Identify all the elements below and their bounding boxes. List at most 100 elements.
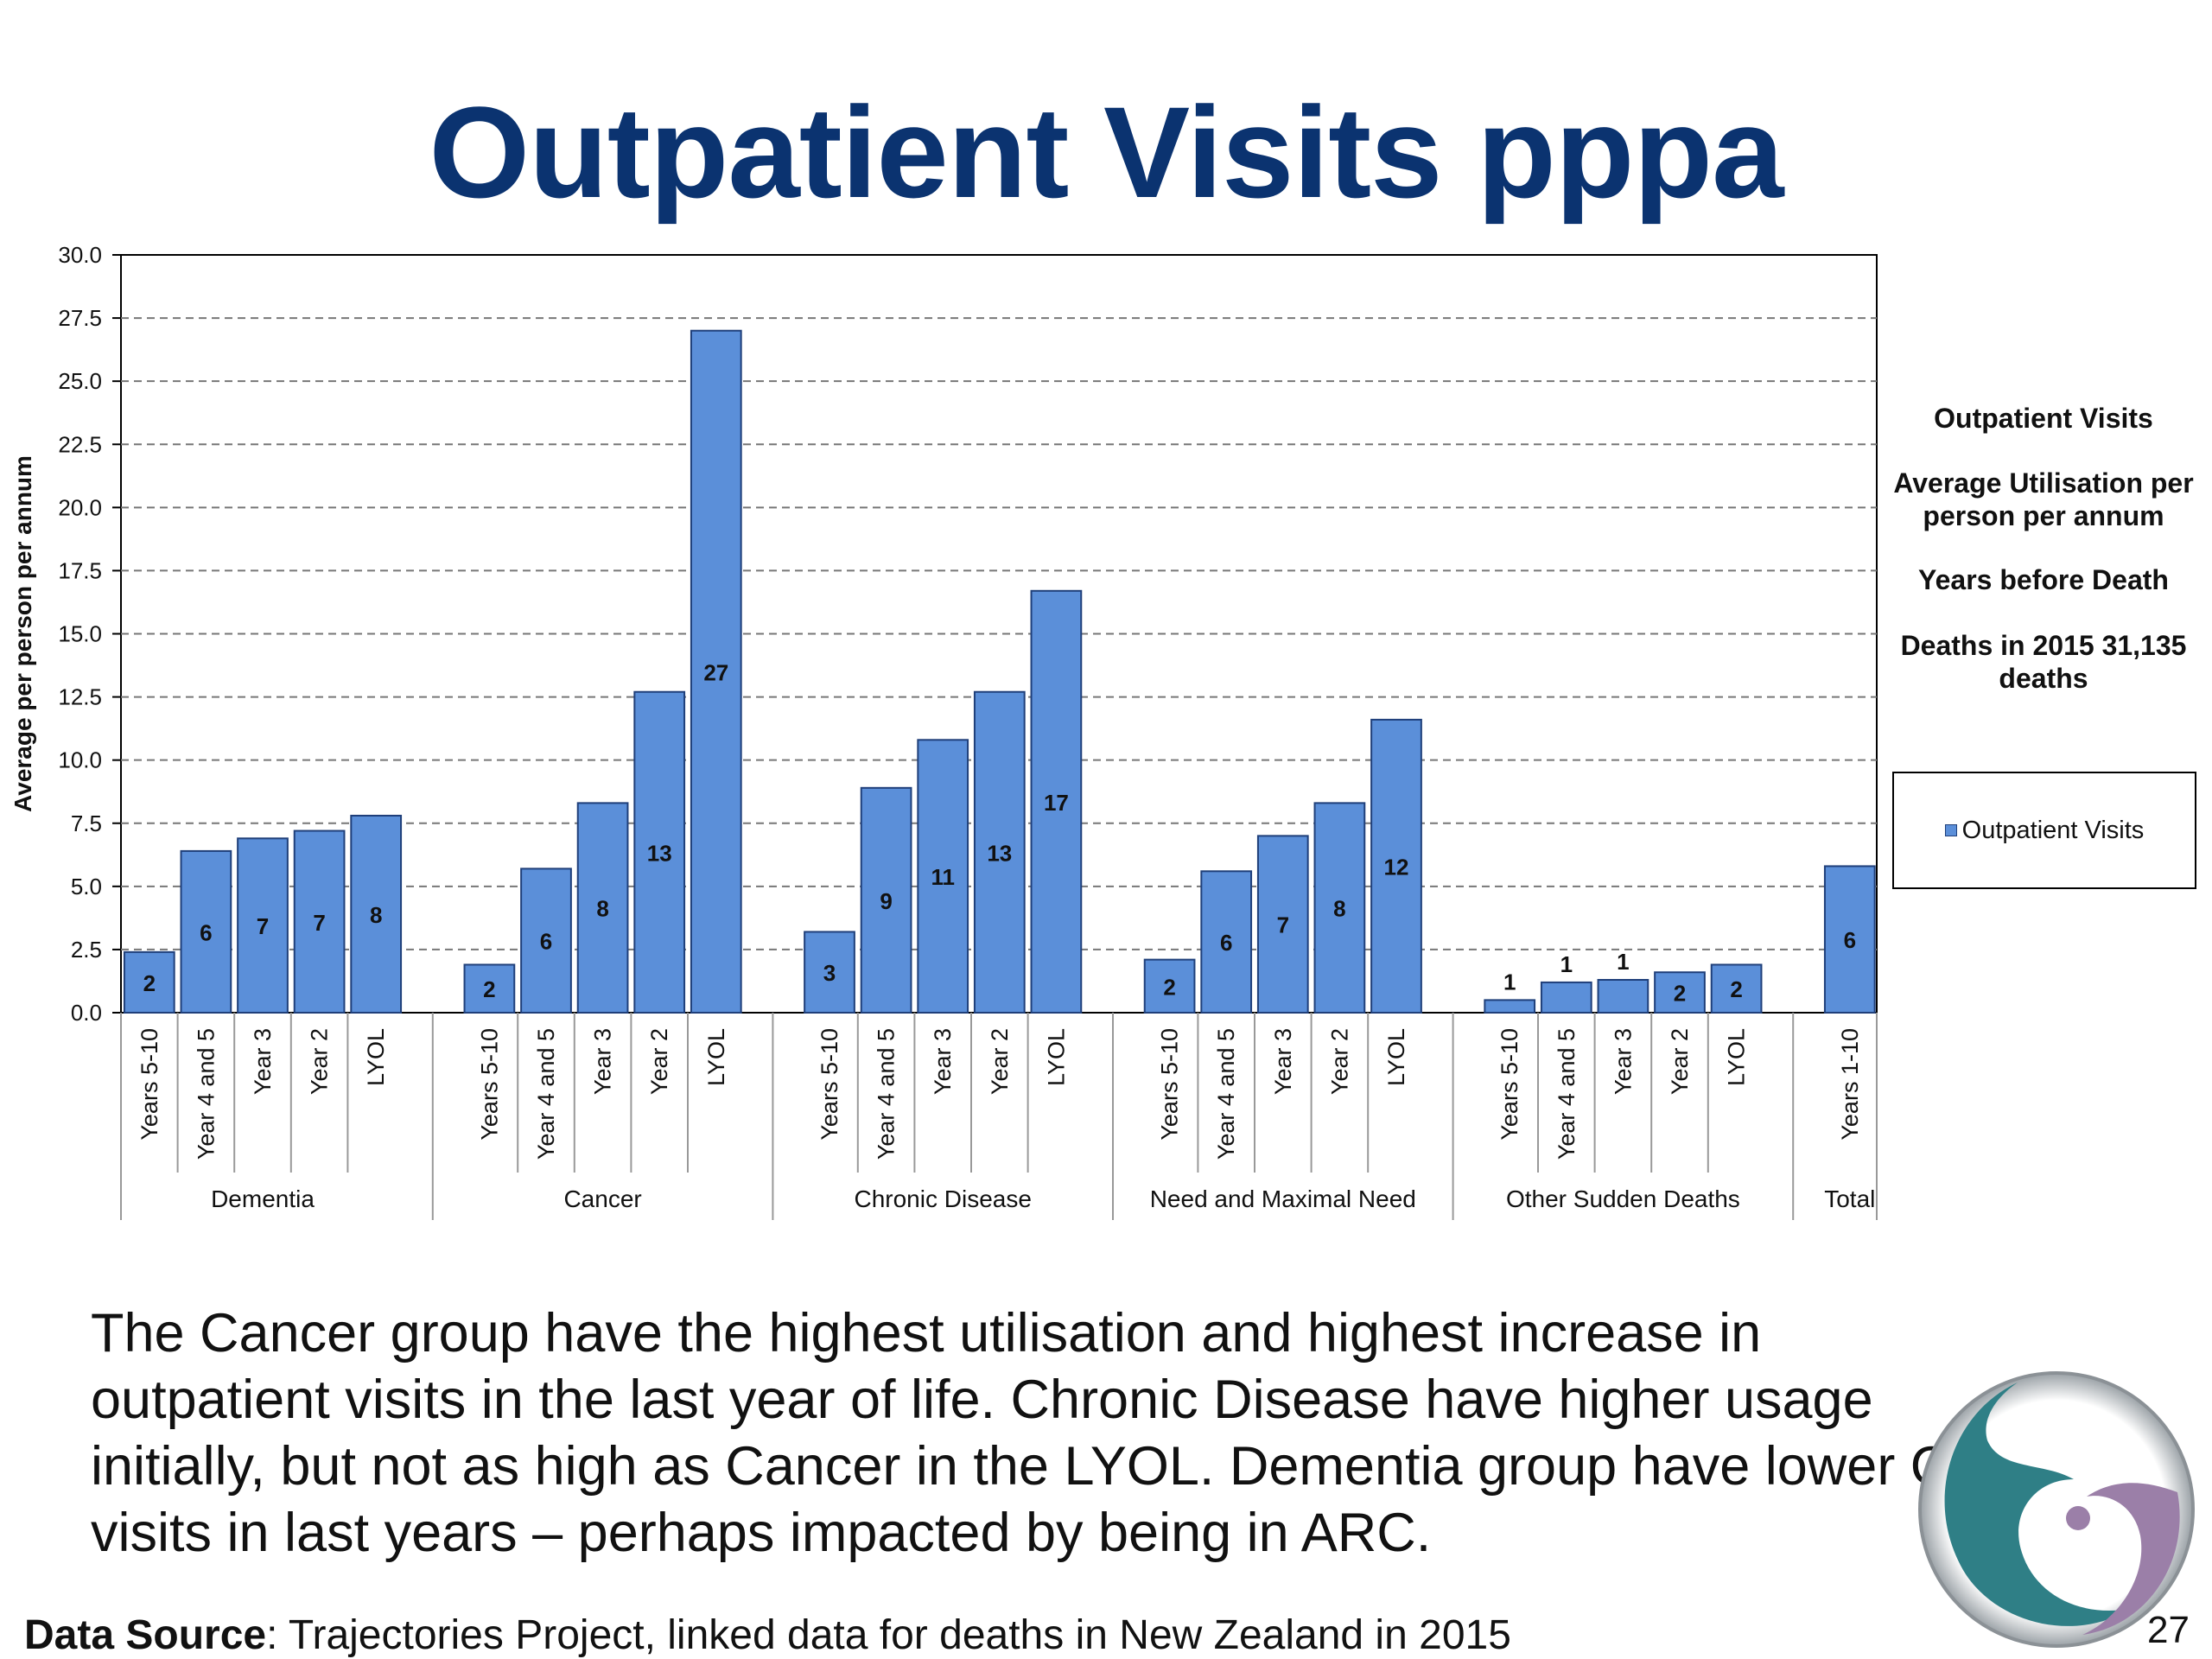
data-label: 8	[596, 896, 608, 922]
group-label: Need and Maximal Need	[1150, 1185, 1416, 1212]
side-note-utilisation: Average Utilisation per person per annum	[1893, 467, 2194, 531]
y-axis-label: Average per person per annum	[10, 455, 36, 812]
category-label: Year 4 and 5	[874, 1028, 899, 1160]
page-number: 27	[2147, 1609, 2190, 1651]
side-note-deaths: Deaths in 2015 31,135 deaths	[1900, 630, 2187, 694]
category-label: Years 5-10	[817, 1028, 842, 1141]
category-label: Year 2	[1667, 1028, 1693, 1095]
category-label: LYOL	[1383, 1028, 1409, 1086]
category-label: LYOL	[703, 1028, 729, 1086]
data-label: 11	[931, 864, 955, 890]
bar	[804, 931, 855, 1014]
category-label: Year 2	[987, 1028, 1013, 1095]
data-label: 8	[370, 902, 382, 928]
group-label: Total	[1824, 1185, 1875, 1212]
y-tick-label: 17.5	[58, 557, 102, 583]
bar	[350, 814, 403, 1014]
y-tick-label: 30.0	[58, 242, 102, 268]
group-label: Cancer	[563, 1185, 641, 1212]
data-source-text: : Trajectories Project, linked data for …	[266, 1612, 1511, 1658]
chart-legend: Outpatient Visits	[1892, 772, 2196, 889]
data-label: 7	[313, 910, 325, 936]
data-label: 6	[200, 919, 212, 945]
data-label: 13	[647, 840, 672, 866]
bar-chart: 0.0 2.5 5.0 7.5 10.0 12.5 15.0 17.5 20.0 22.5 25.0…	[10, 242, 1878, 1220]
y-tick-label: 15.0	[58, 621, 102, 647]
bar	[293, 830, 346, 1014]
bar	[123, 950, 175, 1014]
category-label: LYOL	[1043, 1028, 1069, 1086]
bar	[633, 690, 686, 1014]
y-tick-label: 25.0	[58, 368, 102, 394]
data-label: 2	[143, 970, 156, 996]
bar	[1256, 835, 1309, 1014]
bar	[1823, 865, 1876, 1014]
data-label: 1	[1560, 951, 1573, 977]
group-label: Chronic Disease	[854, 1185, 1031, 1212]
category-label: Years 1-10	[1837, 1028, 1863, 1141]
data-label: 2	[1730, 976, 1742, 1002]
category-label: Years 5-10	[1497, 1028, 1522, 1141]
category-label: Year 3	[1270, 1028, 1296, 1095]
data-label: 9	[880, 888, 892, 914]
data-label: 7	[1277, 912, 1289, 938]
data-label: 1	[1503, 969, 1516, 995]
category-label: Years 5-10	[137, 1028, 162, 1141]
data-source-label: Data Source	[24, 1612, 267, 1658]
y-tick-label: 12.5	[58, 684, 102, 710]
bar	[917, 739, 969, 1014]
group-label: Dementia	[211, 1185, 315, 1212]
category-label: LYOL	[1724, 1028, 1750, 1086]
category-label: Year 2	[1326, 1028, 1352, 1095]
y-tick-label: 0.0	[71, 1000, 102, 1026]
side-note-title: Outpatient Visits	[1934, 403, 2153, 434]
category-label: Year 3	[930, 1028, 956, 1095]
data-label: 6	[1220, 930, 1232, 956]
bar	[1654, 971, 1706, 1014]
bar	[1030, 589, 1083, 1014]
summary-text: The Cancer group have the highest utilis…	[91, 1303, 1988, 1563]
bar	[1484, 999, 1536, 1014]
category-label: Years 5-10	[1157, 1028, 1183, 1141]
legend-label: Outpatient Visits	[1961, 816, 2145, 844]
bar	[180, 849, 232, 1014]
data-label: 1	[1617, 949, 1629, 975]
bar	[1143, 958, 1196, 1014]
bar	[860, 786, 912, 1014]
data-label: 13	[987, 840, 1012, 866]
bar	[1313, 802, 1366, 1014]
data-label: 6	[1844, 927, 1856, 953]
legend-swatch	[1944, 824, 1957, 836]
bar	[1540, 981, 1592, 1014]
data-label: 2	[483, 976, 495, 1002]
data-label: 7	[257, 913, 269, 939]
data-label: 12	[1384, 854, 1409, 880]
y-tick-label: 7.5	[71, 810, 102, 836]
data-label: 6	[540, 929, 552, 955]
data-label: 3	[823, 960, 836, 986]
data-label: 27	[703, 659, 728, 685]
slide-title: Outpatient Visits pppa	[429, 79, 1783, 225]
data-source: Data Source: Trajectories Project, linke…	[24, 1611, 1511, 1659]
y-tick-label: 20.0	[58, 494, 102, 520]
bar	[576, 802, 629, 1014]
bar	[1370, 718, 1422, 1014]
y-tick-label: 27.5	[58, 305, 102, 331]
y-tick-label: 10.0	[58, 747, 102, 773]
category-label: Year 3	[590, 1028, 616, 1095]
category-label: Year 4 and 5	[533, 1028, 559, 1160]
category-label: Year 4 and 5	[1213, 1028, 1239, 1160]
category-label: Year 4 and 5	[1554, 1028, 1580, 1160]
category-label: Years 5-10	[476, 1028, 502, 1141]
data-label: 2	[1163, 974, 1175, 1000]
category-label: Year 3	[1610, 1028, 1636, 1095]
bar	[520, 868, 572, 1014]
category-label: Year 2	[307, 1028, 333, 1095]
bar	[463, 963, 516, 1014]
group-label: Other Sudden Deaths	[1506, 1185, 1740, 1212]
organisation-logo	[1918, 1371, 2195, 1648]
y-tick-label: 2.5	[71, 937, 102, 963]
bar	[690, 329, 742, 1014]
category-label: LYOL	[363, 1028, 389, 1086]
category-label: Year 4 and 5	[193, 1028, 219, 1160]
